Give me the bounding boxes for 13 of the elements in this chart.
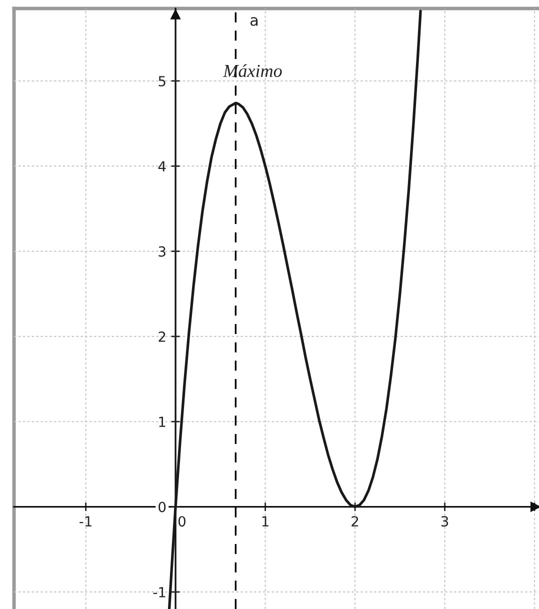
y-tick-label: 5 [158, 76, 166, 86]
y-tick-label: 3 [158, 246, 166, 257]
y-tick-label: -1 [153, 587, 166, 598]
x-tick-label: -1 [80, 516, 92, 526]
x-tick-label: 1 [262, 516, 268, 526]
ref-line-label: a [250, 17, 258, 26]
y-tick-label: 2 [158, 331, 166, 342]
x-tick-label: 2 [352, 516, 358, 526]
x-tick-label: 0 [178, 516, 186, 527]
y-tick-label: 1 [159, 416, 166, 427]
y-tick-label: 4 [158, 161, 166, 172]
x-tick-label: 3 [441, 516, 448, 527]
y-tick-label: 0 [158, 502, 166, 512]
